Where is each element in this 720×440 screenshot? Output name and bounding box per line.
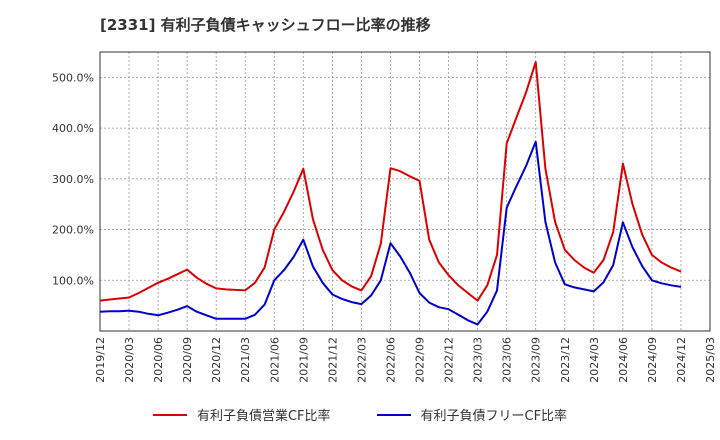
x-tick-label: 2021/09	[297, 337, 310, 383]
y-tick-label: 500.0%	[52, 71, 94, 84]
legend-item-operating-cf: 有利子負債営業CF比率	[152, 405, 331, 424]
series-line-free-cf	[99, 140, 682, 326]
series-layer	[99, 61, 682, 326]
x-tick-label: 2020/03	[123, 337, 136, 383]
legend-swatch-blue	[376, 413, 411, 416]
x-tick-label: 2020/09	[181, 337, 194, 383]
axis-layer: 100.0% 200.0% 300.0% 400.0% 500.0% 2019/12 202…	[52, 51, 717, 383]
x-tick-label: 2019/12	[94, 337, 107, 383]
x-tick-label: 2024/06	[617, 337, 630, 383]
x-tick-label: 2025/03	[704, 337, 717, 383]
x-tick-label: 2020/12	[210, 337, 223, 383]
legend: 有利子負債営業CF比率 有利子負債フリーCF比率	[0, 405, 720, 424]
y-tick-label: 400.0%	[52, 122, 94, 135]
x-tick-label: 2021/06	[268, 337, 281, 383]
y-tick-label: 100.0%	[52, 274, 94, 287]
legend-swatch-red	[152, 413, 187, 416]
legend-label-free-cf: 有利子負債フリーCF比率	[420, 409, 568, 424]
y-tick-label: 200.0%	[52, 224, 94, 237]
x-tick-label: 2021/12	[326, 337, 339, 383]
legend-label-operating-cf: 有利子負債営業CF比率	[196, 409, 331, 424]
x-tick-label: 2022/06	[384, 337, 397, 383]
y-tick-label: 300.0%	[52, 173, 94, 186]
x-tick-label: 2024/03	[588, 337, 601, 383]
x-tick-label: 2024/12	[675, 337, 688, 383]
x-tick-label: 2022/12	[443, 337, 456, 383]
legend-item-free-cf: 有利子負債フリーCF比率	[376, 405, 568, 424]
x-tick-label: 2022/03	[355, 337, 368, 383]
x-tick-label: 2021/03	[239, 337, 252, 383]
series-line-operating-cf	[99, 61, 682, 302]
x-tick-label: 2020/06	[152, 337, 165, 383]
x-tick-label: 2022/09	[414, 337, 427, 383]
plot-frame	[99, 51, 711, 332]
x-tick-label: 2023/03	[472, 337, 485, 383]
x-tick-label: 2024/09	[646, 337, 659, 383]
x-tick-label: 2023/06	[501, 337, 514, 383]
x-tick-label: 2023/09	[530, 337, 543, 383]
chart-title: [2331] 有利子負債キャッシュフロー比率の推移	[100, 16, 431, 34]
x-tick-label: 2023/12	[559, 337, 572, 383]
